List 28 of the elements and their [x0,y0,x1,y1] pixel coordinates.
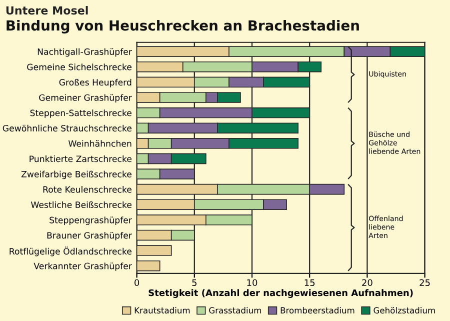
y-tick-label: Westliche Beißschrecke [30,201,132,208]
y-tick-label: Brauner Grashüpfer [47,232,132,240]
chart-title: Bindung von Heuschrecken an Brachestadien [6,20,359,34]
y-tick-label: Verkannter Grashüpfer [34,262,132,271]
y-tick-label: Gemeiner Grashüpfer [39,94,132,103]
x-tick-label: 20 [362,279,372,286]
y-tick-label: Großes Heupferd [59,78,132,88]
y-tick-label: Weinhähnchen [68,140,132,147]
y-tick-label: Steppengrashüpfer [50,216,132,225]
y-tick-label: Rotflügelige Ödlandschrecke [10,246,132,256]
y-tick-label: Gemeine Sichelschrecke [27,64,132,70]
y-tick-label: Punktierte Zartschrecke [30,155,132,162]
legend-label: Krautstadium [134,307,190,314]
x-tick-label: 15 [304,279,315,286]
legend-label: Grasstadium [209,307,261,314]
x-axis-title: Stetigkeit (Anzahl der nachgewiesenen Aufnahmen) [148,289,413,298]
y-tick-label: Nachtigall-Grashüpfer [38,48,132,57]
text: Untere Mosel [6,6,88,15]
x-tick-label: 10 [247,279,258,286]
y-tick-label: Zweifarbige Beißschrecke [21,170,132,180]
y-tick-label: Gewöhnliche Strauchschrecke [2,124,132,132]
y-tick-label: Steppen-Sattelschrecke [30,110,132,118]
legend-label: Gehölzstadium [374,307,435,314]
y-tick-label: Rote Keulenschrecke [43,186,132,193]
x-tick-label: 0 [134,279,140,286]
x-tick-label: 25 [420,279,430,286]
legend-label: Brombeerstadium [280,307,354,314]
x-tick-label: 5 [192,279,196,286]
